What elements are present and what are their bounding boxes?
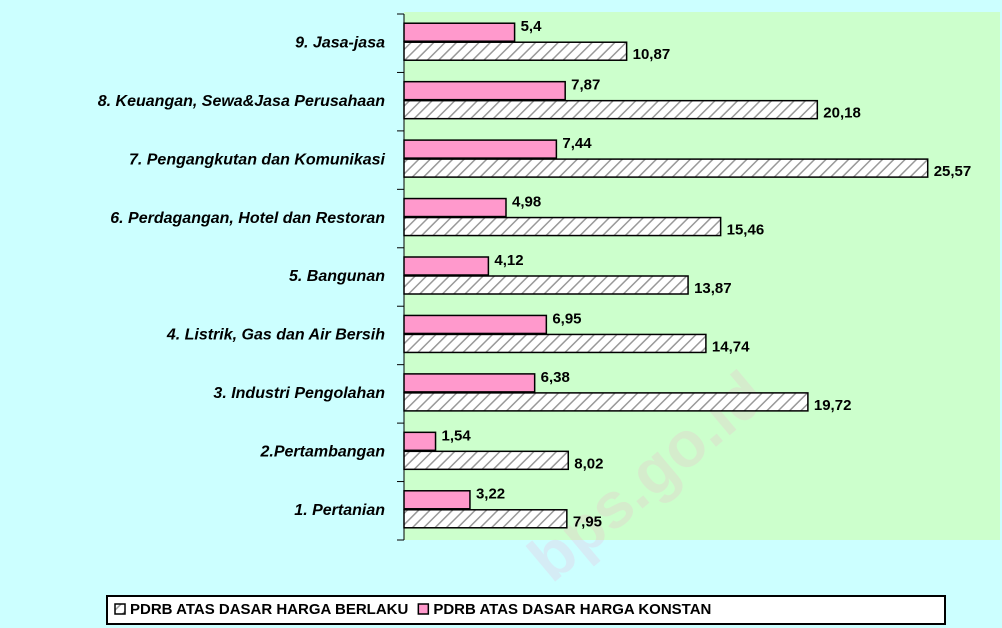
- bar: [403, 41, 628, 61]
- value-label: 3,22: [476, 486, 505, 503]
- y-tick-label: 8. Keuangan, Sewa&Jasa Perusahaan: [98, 93, 385, 110]
- y-tick-label: 6. Perdagangan, Hotel dan Restoran: [110, 210, 385, 227]
- value-label: 15,46: [727, 222, 765, 239]
- y-tick-label: 2.Pertambangan: [260, 444, 386, 461]
- value-label: 14,74: [712, 338, 750, 355]
- bar: [403, 373, 536, 393]
- bar: [403, 22, 516, 42]
- bar: [403, 99, 819, 120]
- bar: [403, 509, 568, 529]
- bar: [403, 392, 809, 412]
- value-label: 8,02: [574, 455, 603, 472]
- legend-swatch: [417, 603, 430, 615]
- value-label: 5,4: [521, 18, 543, 35]
- bar: [403, 216, 722, 237]
- bar: [403, 275, 689, 295]
- value-label: 4,98: [512, 194, 541, 211]
- legend-label: PDRB ATAS DASAR HARGA BERLAKU: [130, 601, 408, 618]
- bar: [403, 80, 566, 101]
- bar: [403, 490, 471, 510]
- bar: [403, 197, 507, 218]
- value-label: 1,54: [442, 427, 472, 444]
- value-label: 13,87: [694, 280, 732, 297]
- value-label: 7,87: [571, 77, 600, 94]
- value-label: 4,12: [494, 252, 523, 269]
- value-label: 7,44: [562, 135, 592, 152]
- value-label: 20,18: [823, 105, 861, 122]
- value-label: 25,57: [934, 163, 972, 180]
- legend-box: [106, 595, 946, 625]
- bar: [403, 139, 558, 159]
- legend-swatch: [114, 603, 126, 615]
- y-tick-label: 7. Pengangkutan dan Komunikasi: [129, 151, 386, 168]
- bar: [403, 256, 490, 276]
- y-tick-label: 1. Pertanian: [294, 502, 385, 519]
- y-tick-label: 4. Listrik, Gas dan Air Bersih: [166, 327, 385, 344]
- value-label: 6,38: [541, 369, 570, 386]
- y-tick-label: 5. Bangunan: [289, 268, 385, 285]
- value-label: 19,72: [814, 397, 852, 414]
- bar: [403, 314, 548, 335]
- y-tick-label: 9. Jasa-jasa: [295, 34, 385, 51]
- bar: [403, 450, 570, 471]
- bar: [403, 333, 707, 354]
- bar: [403, 158, 929, 178]
- y-tick-label: 3. Industri Pengolahan: [213, 385, 385, 402]
- value-label: 7,95: [573, 514, 602, 531]
- value-label: 6,95: [552, 310, 581, 327]
- legend-label: PDRB ATAS DASAR HARGA KONSTAN: [433, 601, 711, 618]
- bar: [403, 431, 437, 452]
- value-label: 10,87: [633, 46, 671, 63]
